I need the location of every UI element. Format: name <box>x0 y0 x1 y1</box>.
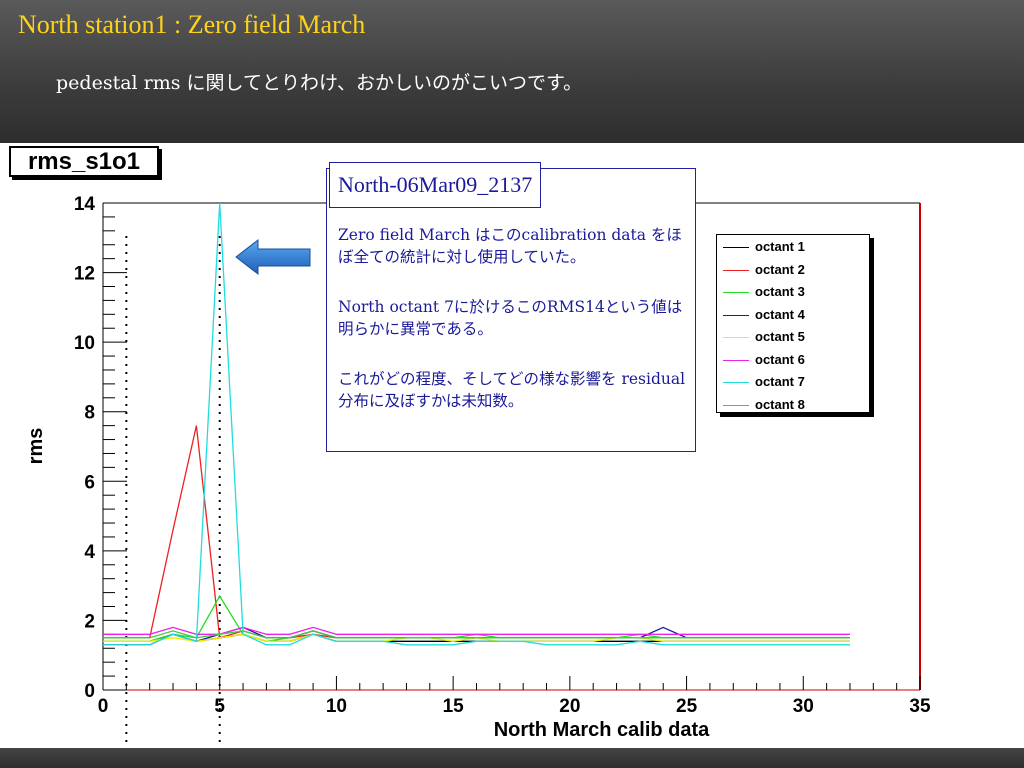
y-tick-label: 2 <box>84 611 95 632</box>
legend-label: octant 6 <box>755 351 805 367</box>
legend-swatch <box>723 337 749 338</box>
x-tick-label: 5 <box>214 696 225 717</box>
x-tick-label: 25 <box>676 696 698 717</box>
x-tick-label: 20 <box>559 696 580 717</box>
series-line-octant-4 <box>103 626 850 646</box>
legend-label: octant 7 <box>755 374 805 389</box>
y-tick-label: 10 <box>74 333 95 354</box>
legend-label: octant 4 <box>755 306 805 322</box>
legend-entry: octant 4 <box>717 305 871 327</box>
slide-subtitle: pedestal rms に関してとりわけ、おかしいのがこいつです。 <box>56 72 583 94</box>
legend-label: octant 3 <box>755 284 805 299</box>
series-line-octant-8 <box>103 630 850 639</box>
histogram-name: rms_s1o1 <box>9 146 159 177</box>
y-tick-label: 8 <box>84 403 95 424</box>
y-tick-label: 6 <box>84 472 95 493</box>
legend-swatch <box>723 359 749 361</box>
left-arrow-icon <box>235 238 311 276</box>
series-line-octant-6 <box>103 626 850 635</box>
legend-label: octant 8 <box>755 396 805 412</box>
annotation-title: North-06Mar09_2137 <box>329 162 542 208</box>
legend-entry: octant 3 <box>717 282 871 304</box>
legend-entry: octant 8 <box>717 395 871 417</box>
slide-header <box>0 0 1024 143</box>
x-tick-label: 0 <box>98 696 109 717</box>
legend-swatch <box>723 247 749 248</box>
x-tick-label: 10 <box>326 696 347 717</box>
x-axis-label: North March calib data <box>494 719 710 741</box>
slide-footer <box>0 748 1024 768</box>
legend-label: octant 5 <box>755 329 805 344</box>
y-axis-label: rms <box>25 428 47 465</box>
y-tick-label: 12 <box>74 264 95 285</box>
legend-swatch <box>723 314 749 316</box>
series-line-octant-2 <box>103 425 850 639</box>
legend-swatch <box>723 382 749 383</box>
series-line-octant-7 <box>103 202 850 646</box>
annotation-box <box>326 168 696 452</box>
slide-title: North station1 : Zero field March <box>18 10 366 39</box>
legend-entry: octant 1 <box>717 237 871 259</box>
annotation-paragraph: Zero field March はこのcalibration data をほぼ… <box>338 226 682 266</box>
x-tick-label: 30 <box>793 696 814 717</box>
legend-entry: octant 5 <box>717 327 871 349</box>
y-tick-label: 14 <box>74 194 96 215</box>
y-tick-label: 4 <box>84 542 95 563</box>
annotation-paragraph: North octant 7に於けるこのRMS14という値は明らかに異常である。 <box>338 298 683 338</box>
legend-swatch <box>723 269 749 271</box>
x-tick-label: 15 <box>443 696 465 717</box>
legend-entry: octant 2 <box>717 260 871 282</box>
annotation-paragraph: これがどの程度、そしてどの様な影響を residual 分布に及ぼすかは未知数。 <box>338 370 686 410</box>
y-tick-label: 0 <box>84 681 95 702</box>
legend-label: octant 2 <box>755 261 805 277</box>
legend-entry: octant 6 <box>717 350 871 372</box>
legend-swatch <box>723 292 749 293</box>
legend-label: octant 1 <box>755 239 805 254</box>
chart-legend: octant 1 octant 2 octant 3 octant 4 octant 5… <box>716 234 870 413</box>
x-tick-label: 35 <box>909 696 931 717</box>
legend-swatch <box>723 404 749 406</box>
legend-entry: octant 7 <box>717 372 871 394</box>
